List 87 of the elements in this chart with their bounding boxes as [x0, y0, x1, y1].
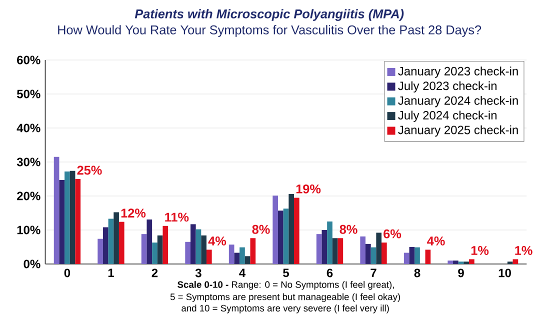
bar [272, 196, 278, 264]
x-tick-label: 3 [195, 268, 202, 278]
data-label: 6% [384, 229, 402, 238]
x-tick-label: 4 [239, 268, 246, 277]
bar [453, 260, 458, 264]
bar [234, 252, 240, 264]
y-tick-label: 40% [16, 124, 40, 132]
y-tick-label: 20% [17, 192, 40, 200]
bar [206, 250, 212, 264]
bar [228, 244, 234, 264]
bar [360, 236, 366, 264]
data-label: 12% [121, 208, 146, 218]
bar [152, 242, 158, 264]
bar [283, 208, 289, 264]
y-tick-label: 10% [17, 226, 40, 234]
x-tick-label: 5 [283, 268, 289, 278]
bar [409, 246, 415, 264]
y-tick-label: 60% [17, 56, 40, 64]
bar [414, 247, 420, 264]
bar [404, 252, 410, 264]
legend-label: January 2025 check-in [398, 125, 518, 137]
bar [332, 238, 338, 264]
legend-label: January 2024 check-in [398, 96, 518, 108]
data-label: 1% [471, 246, 489, 255]
bar [118, 222, 124, 264]
x-axis-title: Scale 0-10 - Range: 0 = No Symptoms (I feel great), [178, 281, 394, 290]
bar [278, 210, 284, 264]
bar [196, 229, 202, 264]
data-label: 4% [427, 236, 445, 246]
data-label: 1% [515, 246, 532, 255]
x-tick-label: 9 [458, 268, 464, 278]
y-tick-label: 0% [24, 260, 40, 268]
y-tick-label: 30% [16, 158, 40, 166]
bar [425, 250, 431, 264]
bar [59, 180, 65, 264]
bar [250, 238, 256, 264]
bar [64, 172, 70, 264]
x-tick-label: 2 [152, 268, 158, 278]
bar [141, 234, 147, 264]
bar [469, 259, 474, 264]
bar [70, 170, 76, 264]
bar [98, 238, 103, 264]
data-label: 8% [340, 224, 358, 234]
bar [322, 230, 328, 264]
data-label: 4% [208, 236, 226, 246]
x-tick-label: 1 [108, 268, 114, 277]
legend-label: January 2023 check-in [398, 66, 518, 78]
bar [512, 259, 518, 264]
bar [157, 235, 163, 264]
x-tick-label: 8 [414, 268, 420, 278]
bar [376, 232, 382, 264]
legend-label: July 2023 check-in [398, 81, 496, 92]
bar [294, 198, 300, 264]
x-tick-label: 10 [498, 268, 511, 278]
bar [366, 244, 371, 264]
bar [382, 242, 387, 264]
bar [316, 234, 322, 264]
x-tick-label: 7 [370, 268, 376, 277]
bar [201, 235, 206, 264]
bar [448, 260, 454, 264]
legend-label: July 2024 check-in [398, 110, 496, 122]
bar [240, 247, 245, 264]
bar [54, 156, 60, 264]
bar [146, 219, 152, 264]
bar [114, 212, 119, 264]
bar [75, 178, 81, 264]
bar [162, 226, 168, 264]
bar [108, 218, 114, 264]
data-label: 19% [296, 184, 321, 194]
chart-subtitle: How Would You Rate Your Symptoms for Vasculitis Over the Past 28 Days? [58, 25, 482, 37]
bar [327, 221, 332, 264]
data-label: 25% [77, 166, 102, 175]
bar [190, 224, 196, 264]
data-label: 11% [165, 212, 189, 222]
y-tick-label: 50% [16, 90, 40, 98]
text: and 10 = Symptoms are very severe (I feel very ill) [182, 304, 389, 314]
x-tick-label: 6 [326, 268, 333, 278]
bar [244, 256, 250, 264]
bar [185, 242, 190, 264]
x-tick-label: 0 [64, 268, 70, 278]
bar [338, 238, 344, 264]
bar [102, 227, 108, 264]
bar [288, 194, 294, 264]
data-label: 8% [252, 224, 270, 234]
bar [370, 247, 376, 264]
chart-title: Patients with Microscopic Polyangiitis (MPA) [134, 9, 404, 21]
text: 5 = Symptoms are present but manageable (I feel okay) [170, 293, 400, 302]
